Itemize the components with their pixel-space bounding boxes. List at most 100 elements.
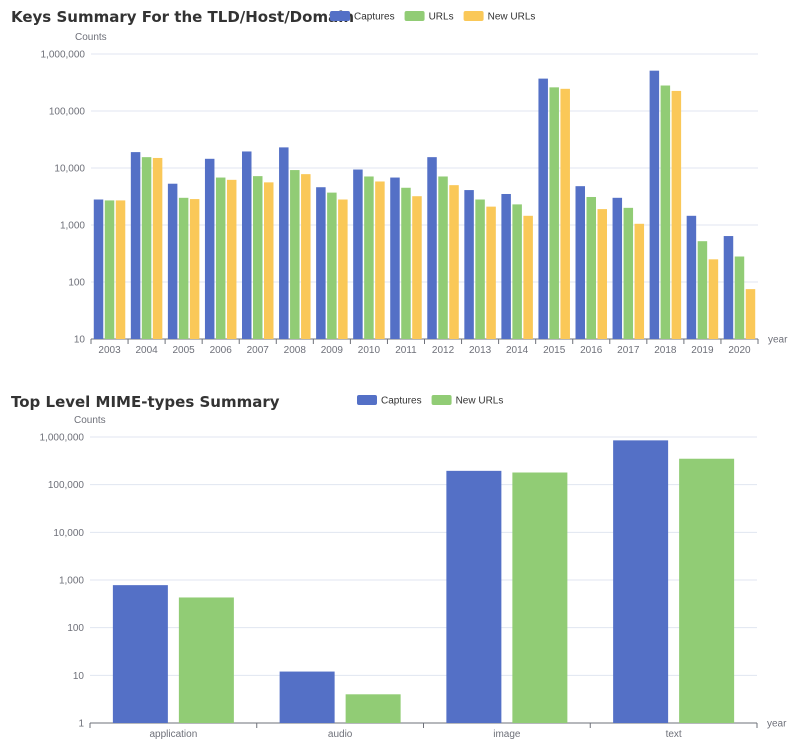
keys-bar xyxy=(253,176,263,339)
keys-x-tick-label: 2019 xyxy=(691,345,714,356)
keys-bar xyxy=(353,169,363,339)
mime-x-tick-label: application xyxy=(149,729,197,740)
mime-y-tick-label: 1,000,000 xyxy=(40,433,85,444)
keys-bar xyxy=(364,176,374,339)
keys-x-tick-label: 2005 xyxy=(173,345,196,356)
keys-bar xyxy=(549,87,559,339)
keys-x-tick-label: 2015 xyxy=(543,345,566,356)
keys-bar xyxy=(152,157,163,339)
mime-y-tick-label: 1,000 xyxy=(59,576,84,587)
keys-x-tick-label: 2004 xyxy=(135,345,158,356)
mime-y-tick-label: 10 xyxy=(73,671,85,682)
keys-bar xyxy=(464,190,474,339)
keys-bar xyxy=(560,88,570,339)
mime-y-tick-label: 10,000 xyxy=(53,528,84,539)
keys-bar xyxy=(412,196,422,339)
keys-bar xyxy=(167,183,178,339)
mime-bar xyxy=(679,458,735,723)
keys-bar xyxy=(242,151,252,339)
keys-legend-label: Captures xyxy=(354,12,395,23)
keys-bar xyxy=(438,176,448,339)
keys-bar xyxy=(612,197,623,339)
keys-x-tick-label: 2011 xyxy=(395,345,417,356)
keys-legend-swatch xyxy=(404,11,425,21)
mime-legend-swatch xyxy=(357,395,377,405)
keys-legend-label: URLs xyxy=(429,12,454,23)
keys-bar xyxy=(301,174,311,339)
mime-bar xyxy=(345,694,401,723)
keys-y-tick-label: 1,000 xyxy=(60,221,85,232)
keys-legend-swatch xyxy=(330,11,350,21)
keys-bar xyxy=(486,206,496,339)
mime-legend-label: Captures xyxy=(381,396,422,407)
keys-x-tick-label: 2010 xyxy=(358,345,381,356)
mime-y-axis-name: Counts xyxy=(74,415,106,426)
keys-bar xyxy=(686,215,697,339)
keys-x-tick-label: 2014 xyxy=(506,345,529,356)
mime-bar xyxy=(512,472,568,723)
keys-bar xyxy=(697,241,708,339)
mime-y-tick-label: 100,000 xyxy=(48,480,85,491)
keys-bar xyxy=(660,85,671,339)
keys-bar xyxy=(115,200,126,339)
mime-x-axis-name: year xyxy=(767,719,787,730)
keys-bar xyxy=(104,200,115,339)
keys-bar xyxy=(375,181,385,339)
keys-bar xyxy=(634,223,645,339)
mime-legend-swatch xyxy=(431,395,452,405)
keys-x-tick-label: 2006 xyxy=(210,345,233,356)
mime-x-tick-label: text xyxy=(666,729,682,740)
mime-x-tick-label: audio xyxy=(328,729,353,740)
keys-bar xyxy=(189,199,200,339)
keys-bar xyxy=(141,157,152,339)
keys-bar xyxy=(279,147,289,339)
keys-bar xyxy=(538,78,548,340)
mime-bar xyxy=(178,597,234,723)
keys-bar xyxy=(475,199,485,339)
chart-title-mime-summary: Top Level MIME-types Summary xyxy=(11,393,280,411)
mime-x-tick-label: image xyxy=(493,729,521,740)
mime-bar xyxy=(446,470,502,723)
keys-bar xyxy=(93,199,104,339)
mime-bar xyxy=(112,585,168,723)
keys-x-tick-label: 2007 xyxy=(247,345,270,356)
keys-bar xyxy=(390,177,400,339)
mime-y-tick-label: 100 xyxy=(67,623,84,634)
keys-x-tick-label: 2008 xyxy=(284,345,307,356)
keys-bar xyxy=(427,157,437,339)
keys-bar xyxy=(523,215,533,339)
keys-x-tick-label: 2017 xyxy=(617,345,640,356)
keys-bar xyxy=(575,186,585,339)
keys-bar xyxy=(264,182,274,339)
keys-bar xyxy=(597,209,607,339)
keys-bar xyxy=(327,192,337,339)
keys-bar xyxy=(290,170,300,339)
keys-bar xyxy=(745,289,756,339)
keys-bar xyxy=(512,204,522,339)
keys-legend-swatch xyxy=(463,11,484,21)
keys-x-tick-label: 2016 xyxy=(580,345,603,356)
keys-y-tick-label: 100,000 xyxy=(49,107,86,118)
keys-x-tick-label: 2020 xyxy=(728,345,751,356)
keys-bar xyxy=(708,259,719,339)
keys-x-axis-name: year xyxy=(768,335,788,346)
keys-y-tick-label: 10 xyxy=(74,335,86,346)
keys-bar xyxy=(734,256,745,339)
keys-bar xyxy=(178,197,189,339)
keys-x-tick-label: 2003 xyxy=(98,345,121,356)
keys-bar xyxy=(316,187,326,339)
mime-bar xyxy=(613,440,669,723)
mime-bar xyxy=(279,671,335,723)
keys-bar xyxy=(130,152,141,339)
keys-bar xyxy=(623,207,634,339)
keys-y-tick-label: 1,000,000 xyxy=(41,50,86,61)
mime-y-tick-label: 1 xyxy=(78,719,84,730)
keys-bar xyxy=(501,193,511,339)
keys-x-tick-label: 2012 xyxy=(432,345,455,356)
keys-bar xyxy=(226,179,237,339)
keys-y-axis-name: Counts xyxy=(75,32,107,43)
keys-x-tick-label: 2013 xyxy=(469,345,492,356)
keys-y-tick-label: 10,000 xyxy=(54,164,85,175)
